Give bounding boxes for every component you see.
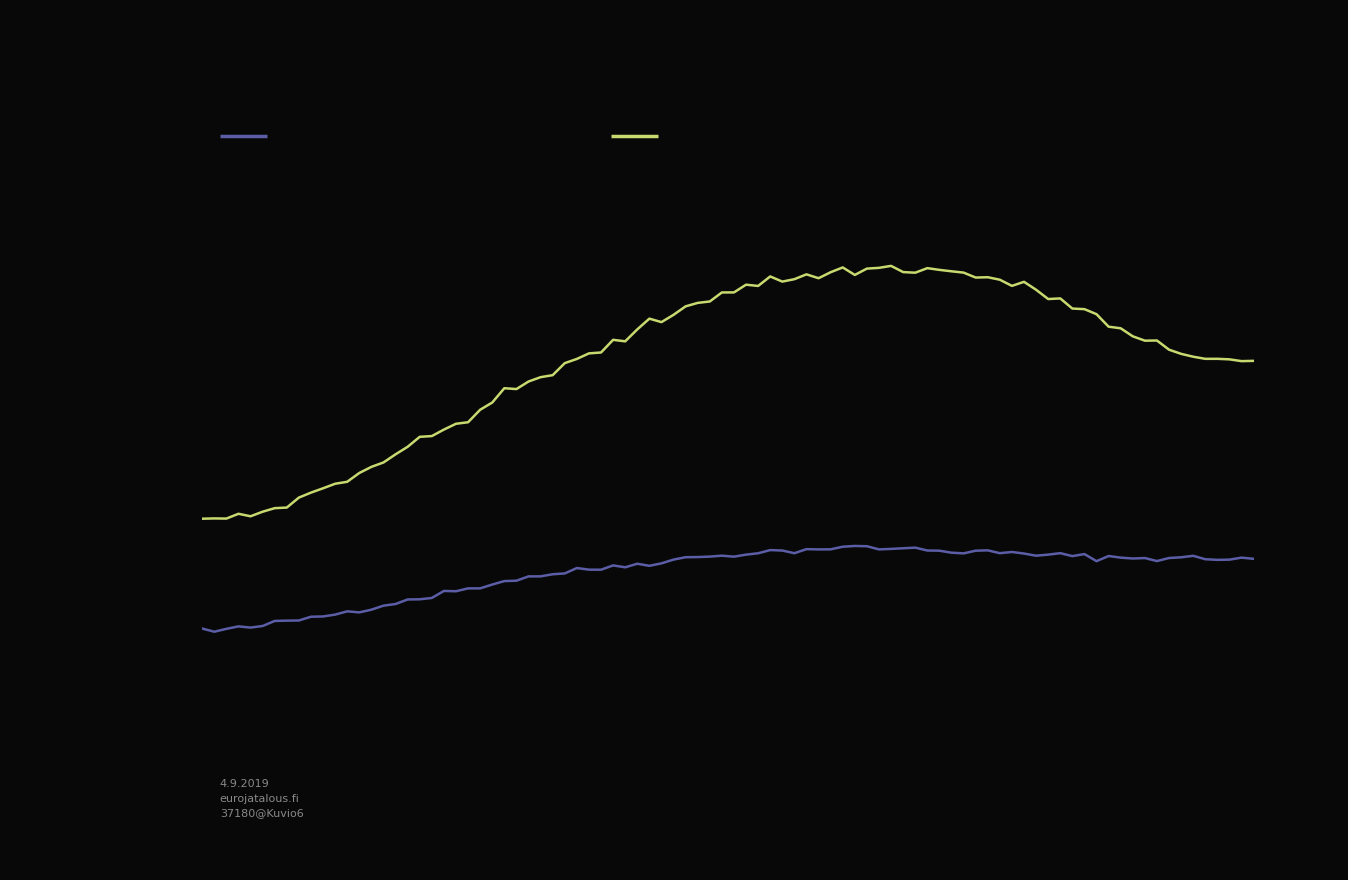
Text: 4.9.2019
eurojatalous.fi
37180@Kuvio6: 4.9.2019 eurojatalous.fi 37180@Kuvio6 bbox=[220, 779, 303, 818]
